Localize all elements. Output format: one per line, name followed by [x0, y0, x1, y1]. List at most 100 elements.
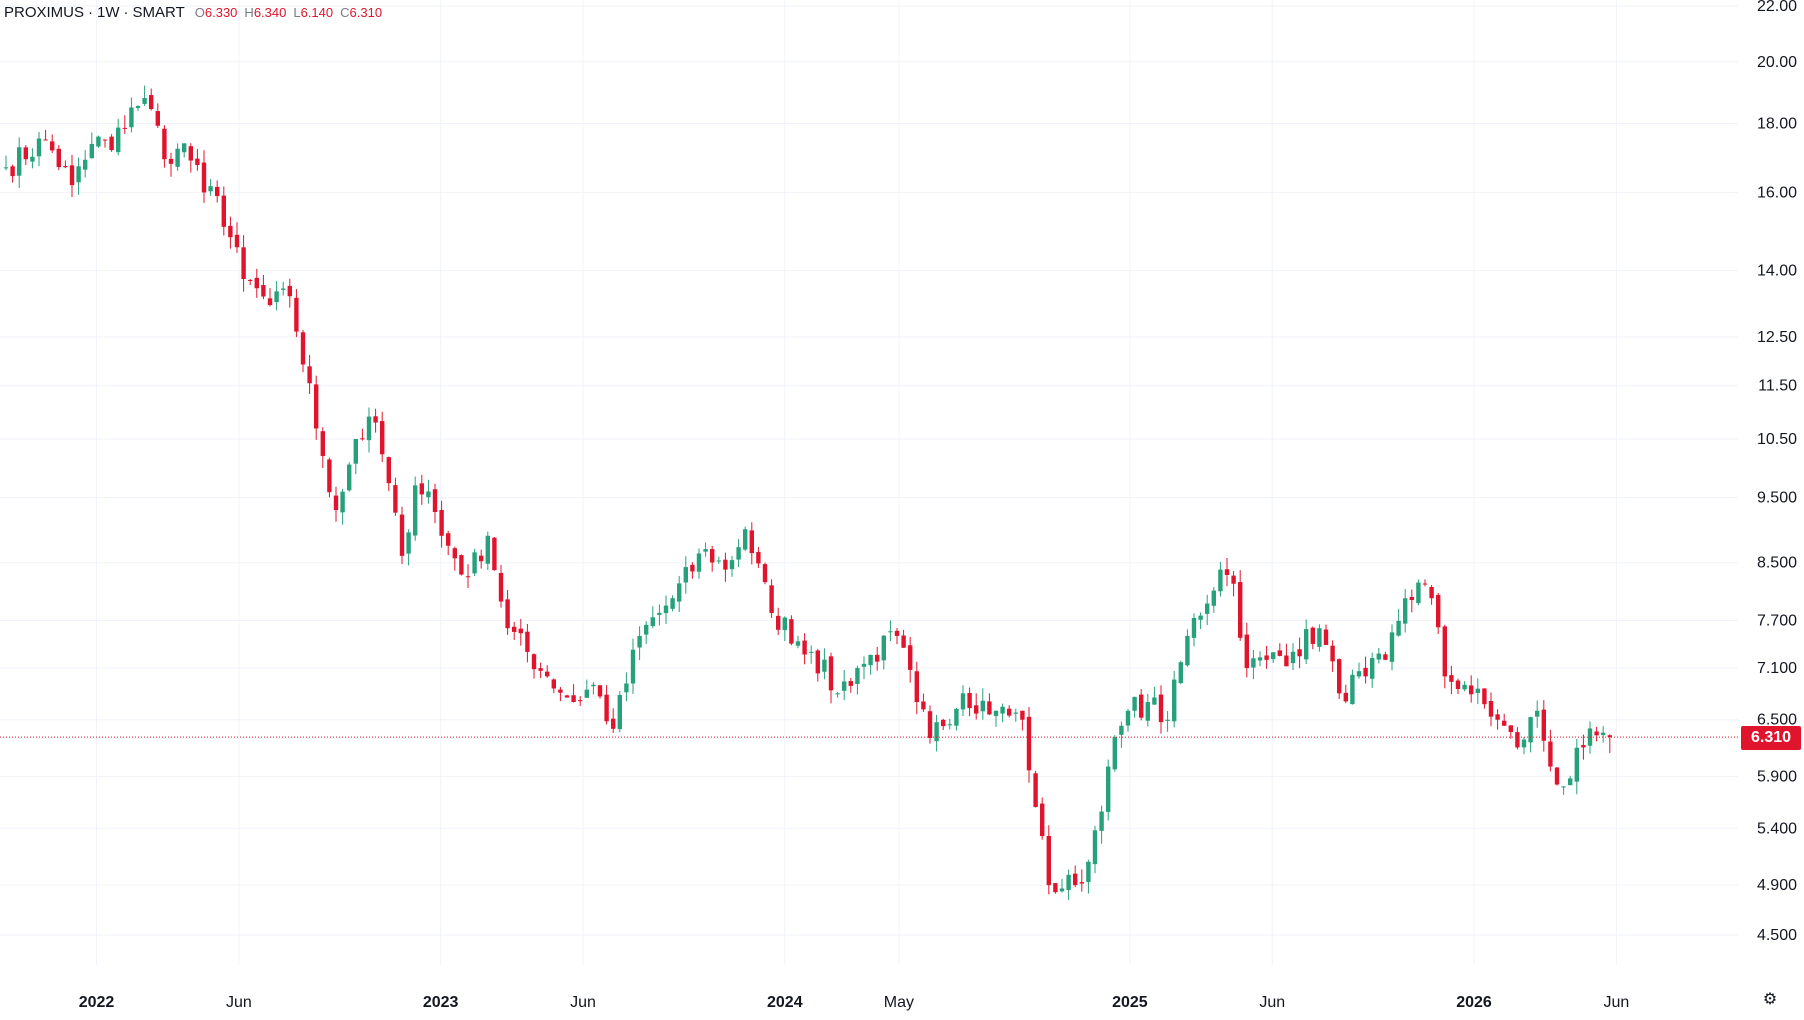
- candle-body: [1290, 651, 1296, 664]
- candle-body: [1185, 635, 1190, 666]
- candle: [1178, 660, 1183, 685]
- candle: [228, 216, 233, 249]
- candle: [1515, 727, 1520, 750]
- candle-body: [248, 280, 253, 282]
- candle-body: [1139, 694, 1144, 718]
- candle-body: [17, 147, 22, 176]
- candle: [1561, 786, 1566, 795]
- candle: [762, 562, 768, 585]
- candle: [1403, 588, 1408, 633]
- candle: [597, 684, 603, 699]
- candle: [1271, 652, 1276, 663]
- symbol-name[interactable]: PROXIMUS: [4, 4, 85, 21]
- candle-body: [690, 564, 695, 572]
- candle-body: [1548, 741, 1553, 767]
- candle: [1066, 869, 1071, 900]
- candle: [287, 278, 292, 308]
- time-tick-label: Jun: [1604, 994, 1630, 1011]
- candle-body: [1178, 662, 1183, 684]
- price-axis[interactable]: 22.00 20.00 18.00 16.00 14.00 12.50 11.50 10.50…: [1757, 0, 1797, 944]
- candle: [683, 556, 688, 594]
- candle: [1350, 669, 1355, 705]
- candle-body: [1469, 685, 1474, 695]
- candle-body: [1198, 615, 1203, 620]
- candle: [1521, 737, 1527, 755]
- time-axis[interactable]: 2022 Jun 2023 Jun 2024 May 2025 Jun 2026 Jun: [79, 994, 1630, 1011]
- candle-body: [1337, 659, 1342, 694]
- candle-body: [373, 416, 378, 423]
- candle: [1396, 608, 1401, 637]
- candle: [1541, 700, 1546, 752]
- candle: [294, 289, 299, 338]
- candle: [168, 152, 174, 177]
- candle: [1594, 726, 1599, 742]
- candle: [677, 576, 682, 613]
- candle: [10, 164, 15, 183]
- candle: [743, 526, 748, 552]
- candle-body: [432, 489, 438, 513]
- candle-body: [30, 156, 35, 162]
- low-label: L: [293, 5, 301, 20]
- candle-body: [1554, 767, 1560, 785]
- candle: [1469, 675, 1474, 703]
- candle-body: [234, 234, 240, 248]
- price-tick-label: 4.500: [1757, 927, 1797, 944]
- candle-body: [954, 708, 959, 726]
- candle: [1343, 684, 1348, 704]
- candle: [1172, 670, 1177, 728]
- candle-body: [1211, 590, 1216, 606]
- candle-body: [1304, 629, 1309, 660]
- candle-body: [465, 576, 471, 578]
- candle-body: [386, 457, 391, 484]
- candle: [868, 654, 873, 675]
- interval[interactable]: 1W: [97, 4, 120, 21]
- candle-body: [1581, 745, 1586, 748]
- candle: [234, 222, 240, 253]
- candle: [769, 579, 774, 618]
- candle: [1211, 587, 1216, 613]
- candle: [314, 375, 319, 440]
- candle: [36, 132, 42, 167]
- candle: [729, 556, 735, 577]
- candle-body: [848, 681, 853, 686]
- open-value: 6.330: [204, 5, 238, 20]
- candle-body: [333, 495, 339, 511]
- candle-body: [1389, 632, 1395, 662]
- candle: [1086, 859, 1091, 894]
- candle: [749, 522, 754, 565]
- candle: [828, 652, 834, 704]
- candle: [1264, 645, 1269, 669]
- gear-icon[interactable]: ⚙: [1762, 991, 1778, 1008]
- candle: [419, 474, 424, 505]
- candle: [670, 595, 675, 612]
- candle-body: [182, 143, 187, 153]
- candle-body: [1350, 674, 1355, 705]
- time-tick-label: 2022: [79, 994, 115, 1011]
- candle-body: [1561, 786, 1566, 788]
- candle-body: [300, 332, 306, 365]
- candle: [960, 685, 966, 716]
- candle-body: [1528, 717, 1533, 743]
- candle-body: [1403, 598, 1408, 624]
- candle-body: [987, 701, 992, 715]
- candle: [43, 129, 48, 141]
- exchange: SMART: [132, 4, 185, 21]
- time-tick-label: 2024: [767, 994, 803, 1011]
- candle: [1152, 686, 1157, 705]
- candle: [1554, 767, 1560, 786]
- candle-body: [195, 158, 200, 166]
- candle-body: [1535, 710, 1540, 717]
- candle: [1198, 612, 1203, 630]
- candle: [1416, 579, 1421, 606]
- candle: [366, 407, 372, 453]
- candle: [1238, 570, 1243, 641]
- candle: [1284, 643, 1289, 667]
- candle-body: [868, 654, 873, 666]
- candle: [1059, 878, 1065, 893]
- candle-body: [782, 617, 787, 631]
- candle-body: [815, 650, 820, 674]
- time-tick-label: Jun: [226, 994, 252, 1011]
- candle: [1455, 678, 1461, 694]
- candle-body: [69, 165, 75, 186]
